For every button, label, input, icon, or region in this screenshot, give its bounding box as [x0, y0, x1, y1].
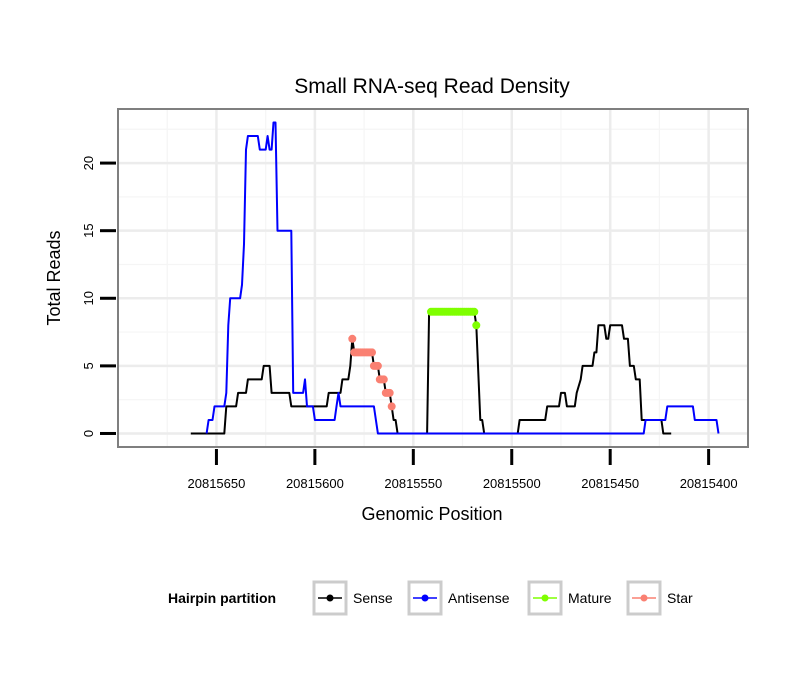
x-tick-label: 20815500	[483, 476, 541, 491]
data-point-star	[368, 348, 376, 357]
legend-label: Mature	[568, 590, 612, 606]
legend-label: Star	[667, 590, 693, 606]
plot-panel	[118, 109, 748, 447]
y-axis-label: Total Reads	[44, 230, 64, 325]
data-point-mature	[472, 321, 481, 330]
x-axis-label: Genomic Position	[361, 504, 502, 524]
y-tick-label: 10	[81, 291, 96, 305]
legend-key-dot	[640, 594, 648, 602]
x-tick-label: 20815650	[188, 476, 246, 491]
data-point-star	[379, 375, 388, 384]
x-tick-label: 20815550	[384, 476, 442, 491]
plot-border	[117, 108, 749, 448]
x-axis: 20815650 20815600 20815550 20815500 20815450…	[188, 449, 738, 491]
grid	[118, 109, 748, 447]
y-tick-label: 20	[81, 156, 96, 170]
legend-item-mature: Mature	[527, 580, 612, 616]
series-points-star	[348, 334, 396, 411]
legend-item-star: Star	[626, 580, 693, 616]
legend-key-dot	[421, 594, 429, 602]
legend: Hairpin partition Sense Antisense Mature St…	[168, 580, 693, 616]
x-tick-label: 20815450	[581, 476, 639, 491]
data-point-star	[373, 361, 382, 370]
legend-label: Sense	[353, 590, 393, 606]
y-tick-label: 0	[81, 430, 96, 437]
legend-title: Hairpin partition	[168, 590, 276, 606]
data-point-star	[385, 388, 394, 397]
series-line-antisense	[205, 121, 720, 435]
chart-title: Small RNA-seq Read Density	[294, 75, 570, 98]
data-point-mature	[470, 307, 479, 316]
legend-key-dot	[326, 594, 334, 602]
legend-label: Antisense	[448, 590, 510, 606]
y-tick-label: 15	[81, 223, 96, 237]
data-point-star	[387, 402, 396, 411]
y-tick-label: 5	[81, 362, 96, 369]
x-tick-label: 20815600	[286, 476, 344, 491]
series-points-mature	[427, 307, 481, 330]
legend-item-sense: Sense	[312, 580, 393, 616]
legend-key-dot	[541, 594, 549, 602]
x-tick-label: 20815400	[680, 476, 738, 491]
legend-item-antisense: Antisense	[407, 580, 510, 616]
y-axis: 0 5 10 15 20	[81, 156, 116, 437]
data-point-star	[348, 334, 357, 343]
